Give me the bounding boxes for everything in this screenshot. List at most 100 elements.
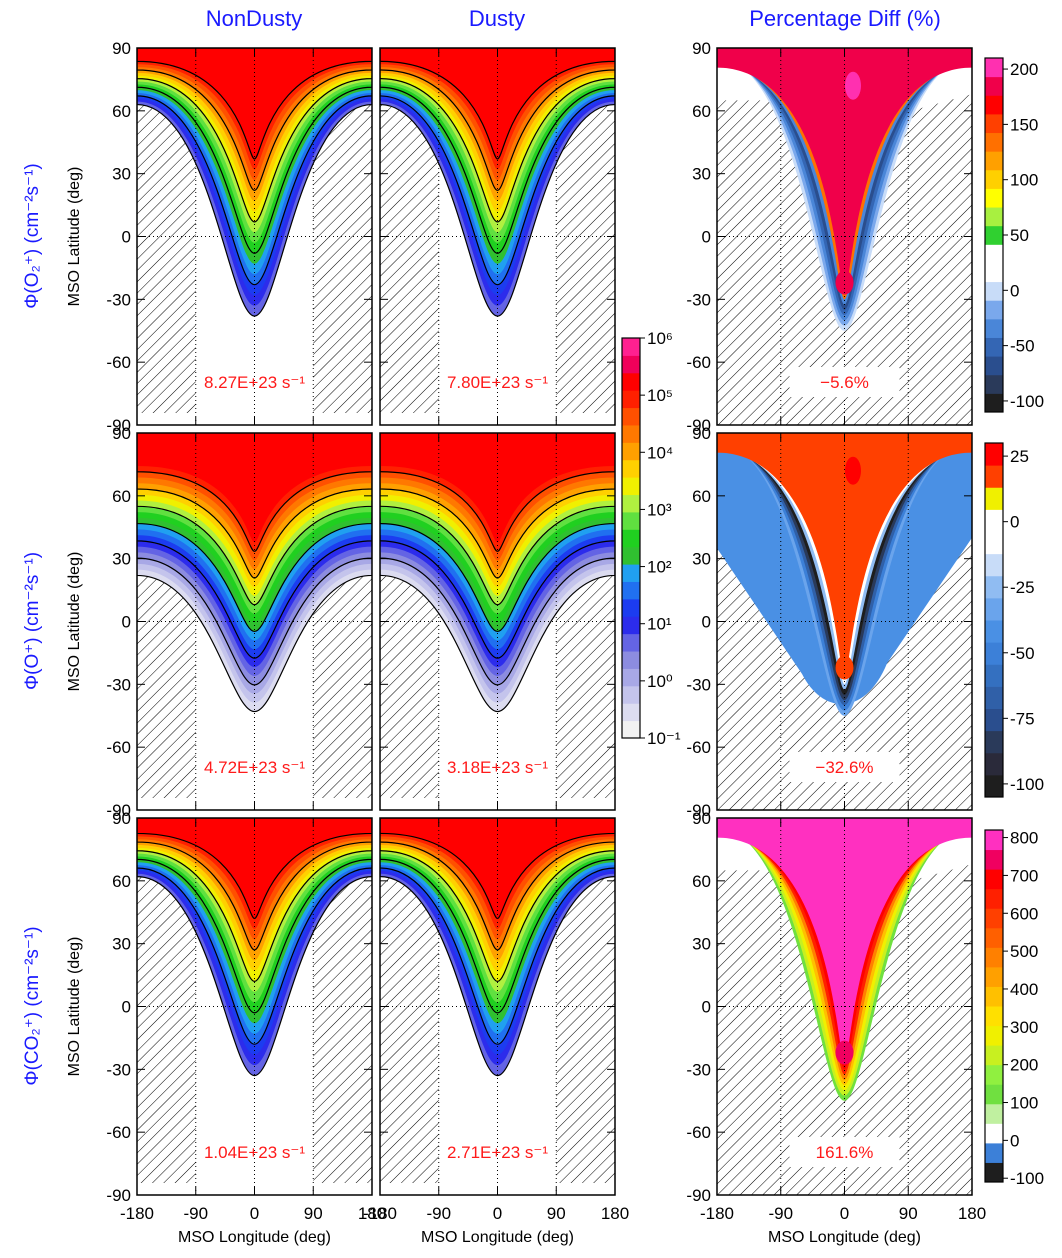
colorbar-tick-label: 50 [1010,226,1029,245]
colorbar-level [985,752,1003,776]
y-axis-label: MSO Latitude (deg) [66,552,83,692]
y-axis-label: MSO Latitude (deg) [66,167,83,307]
colorbar-level [985,1123,1003,1144]
colorbar-level [985,1006,1003,1027]
colorbar-level [985,620,1003,643]
x-tick-label: -180 [120,1204,154,1223]
row-label: Φ(O⁺) (cm⁻²s⁻¹) [22,552,43,690]
plot-area [380,48,615,425]
frame [379,432,616,811]
x-tick-label: 180 [601,1204,629,1223]
colorbar-tick-label: 10⁶ [647,329,673,348]
colorbar-tick-label: 200 [1010,1056,1038,1075]
plot-area [137,48,372,425]
y-tick-label: 60 [112,102,131,121]
colorbar-level [985,1025,1003,1046]
column-title: NonDusty [206,6,303,31]
colorbar-tick-label: 700 [1010,866,1038,885]
colorbar-level [985,262,1003,283]
colorbar-level [622,685,640,704]
plot-area [137,818,372,1195]
colorbar-tick-label: -100 [1010,775,1044,794]
hatch [380,104,439,414]
hatch [556,575,615,798]
annotation: 1.04E+23 s⁻¹ [204,1143,305,1162]
colorbar-tick-label: 500 [1010,942,1038,961]
y-tick-label: 90 [692,424,711,443]
x-tick-label: -90 [183,1204,208,1223]
x-tick-label: 90 [899,1204,918,1223]
colorbar-level [985,830,1003,851]
y-tick-label: -60 [106,1123,131,1142]
colorbar-level [985,686,1003,709]
annotation: 3.18E+23 s⁻¹ [447,758,548,777]
x-tick-label: 0 [250,1204,259,1223]
plot-area [717,818,972,1195]
y-tick-label: -30 [686,290,711,309]
colorbar-level [985,553,1003,577]
y-tick-label: 60 [112,487,131,506]
contour-band [137,48,372,160]
x-tick-label: 90 [304,1204,323,1223]
diff-spot [845,71,861,100]
frame [716,432,973,811]
annotation: 2.71E+23 s⁻¹ [447,1143,548,1162]
colorbar-level [622,442,640,461]
diff-spot [845,841,861,870]
x-tick-label: -90 [768,1204,793,1223]
colorbar-level [985,113,1003,134]
colorbar-level [985,1142,1003,1163]
colorbar-tick-label: 10² [647,558,672,577]
y-tick-label: -60 [686,1123,711,1142]
y-tick-label: 30 [692,550,711,569]
frame [379,817,616,1196]
colorbar-level [985,1162,1003,1183]
hatch [380,876,439,1183]
row-label: Φ(O₂⁺) (cm⁻²s⁻¹) [22,163,43,308]
colorbar-level [985,1064,1003,1085]
colorbar-level [622,598,640,617]
colorbar-tick-label: 0 [1010,281,1019,300]
y-tick-label: 0 [702,228,711,247]
colorbar-level [622,529,640,548]
y-tick-label: -30 [686,1060,711,1079]
x-axis-label: MSO Longitude (deg) [768,1229,921,1246]
colorbar-level [985,509,1003,532]
plot-area [717,433,972,810]
y-tick-label: -90 [686,801,711,820]
diff-band [717,48,972,295]
plot-area [380,818,615,1195]
frame [136,432,373,811]
x-tick-label: -90 [426,1204,451,1223]
colorbar-level [985,487,1003,510]
colorbar-level [985,1084,1003,1105]
colorbar-level [622,372,640,391]
annotation: 161.6% [816,1143,874,1162]
colorbar-level [985,849,1003,870]
y-tick-label: 0 [122,228,131,247]
colorbar-level [985,1045,1003,1066]
colorbar-level [985,642,1003,665]
colorbar-level [622,355,640,374]
y-tick-label: -30 [106,675,131,694]
colorbar-tick-label: 100 [1010,1094,1038,1113]
annotation: 8.27E+23 s⁻¹ [204,373,305,392]
x-tick-label: -180 [700,1204,734,1223]
hatch [556,104,615,414]
colorbar-level [985,318,1003,338]
y-tick-label: 30 [112,550,131,569]
colorbar-level [985,337,1003,357]
x-tick-label: 180 [358,1204,386,1223]
colorbar-tick-label: 10⁻¹ [647,729,681,748]
y-tick-label: 60 [692,487,711,506]
hatch [313,104,372,414]
colorbar-level [985,393,1003,413]
y-tick-label: 60 [112,872,131,891]
y-tick-label: -60 [106,353,131,372]
hatch [556,876,615,1183]
colorbar-tick-label: -25 [1010,578,1035,597]
colorbar-level [985,151,1003,171]
colorbar-level [985,225,1003,245]
colorbar-level [985,575,1003,599]
colorbar-level [622,477,640,496]
